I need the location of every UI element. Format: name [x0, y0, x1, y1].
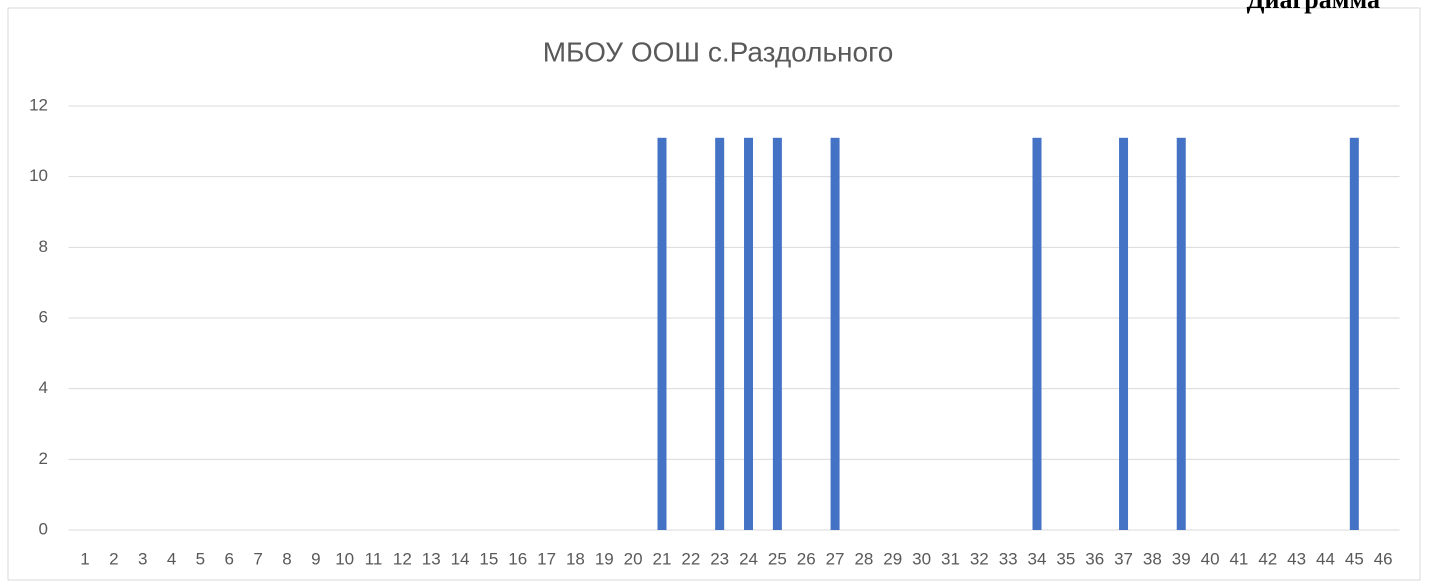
x-tick-label: 28 [854, 549, 873, 568]
bar [715, 137, 725, 531]
x-tick-label: 31 [941, 549, 960, 568]
bar [1349, 137, 1359, 531]
x-tick-label: 29 [883, 549, 902, 568]
y-tick-label: 4 [39, 378, 48, 397]
x-tick-label: 39 [1172, 549, 1191, 568]
x-tick-label: 41 [1229, 549, 1248, 568]
x-tick-label: 18 [566, 549, 585, 568]
x-tick-label: 45 [1345, 549, 1364, 568]
y-tick-label: 8 [39, 237, 48, 256]
x-tick-label: 19 [595, 549, 614, 568]
bar [830, 137, 840, 531]
y-tick-label: 0 [39, 519, 48, 538]
x-tick-label: 12 [393, 549, 412, 568]
x-tick-label: 10 [335, 549, 354, 568]
x-tick-label: 14 [451, 549, 470, 568]
x-tick-label: 13 [422, 549, 441, 568]
x-tick-label: 26 [797, 549, 816, 568]
x-tick-label: 4 [167, 549, 176, 568]
x-tick-label: 17 [537, 549, 556, 568]
page-header: Диаграмма [1247, 0, 1380, 14]
x-tick-label: 34 [1028, 549, 1047, 568]
bar [772, 137, 782, 531]
x-tick-label: 9 [311, 549, 320, 568]
x-tick-label: 38 [1143, 549, 1162, 568]
x-tick-label: 27 [826, 549, 845, 568]
bar [657, 137, 667, 531]
bar [1032, 137, 1042, 531]
x-tick-label: 8 [282, 549, 291, 568]
x-tick-label: 25 [768, 549, 787, 568]
x-tick-label: 37 [1114, 549, 1133, 568]
y-tick-label: 10 [29, 166, 48, 185]
x-tick-label: 24 [739, 549, 758, 568]
x-tick-label: 11 [365, 549, 383, 568]
x-tick-label: 32 [970, 549, 989, 568]
x-tick-label: 21 [653, 549, 672, 568]
y-tick-label: 12 [29, 95, 48, 114]
x-tick-label: 44 [1316, 549, 1335, 568]
x-tick-label: 7 [253, 549, 262, 568]
x-tick-label: 6 [225, 549, 234, 568]
x-tick-label: 36 [1085, 549, 1104, 568]
x-tick-label: 30 [912, 549, 931, 568]
y-tick-label: 6 [39, 307, 48, 326]
x-tick-label: 22 [681, 549, 700, 568]
x-tick-label: 33 [999, 549, 1018, 568]
bar [1176, 137, 1186, 531]
chart-border [7, 7, 1421, 581]
x-tick-label: 46 [1374, 549, 1393, 568]
x-tick-label: 3 [138, 549, 147, 568]
x-tick-label: 35 [1056, 549, 1075, 568]
x-tick-label: 16 [508, 549, 527, 568]
x-tick-label: 1 [80, 549, 89, 568]
x-tick-label: 40 [1201, 549, 1220, 568]
x-tick-label: 5 [196, 549, 205, 568]
bar [744, 137, 754, 531]
bar [1119, 137, 1129, 531]
x-tick-label: 23 [710, 549, 729, 568]
x-tick-label: 43 [1287, 549, 1306, 568]
x-tick-label: 42 [1258, 549, 1277, 568]
chart-title: МБОУ ООШ с.Раздольного [543, 36, 894, 67]
x-tick-label: 20 [624, 549, 643, 568]
y-tick-label: 2 [39, 449, 48, 468]
x-tick-label: 2 [109, 549, 118, 568]
x-tick-label: 15 [479, 549, 498, 568]
